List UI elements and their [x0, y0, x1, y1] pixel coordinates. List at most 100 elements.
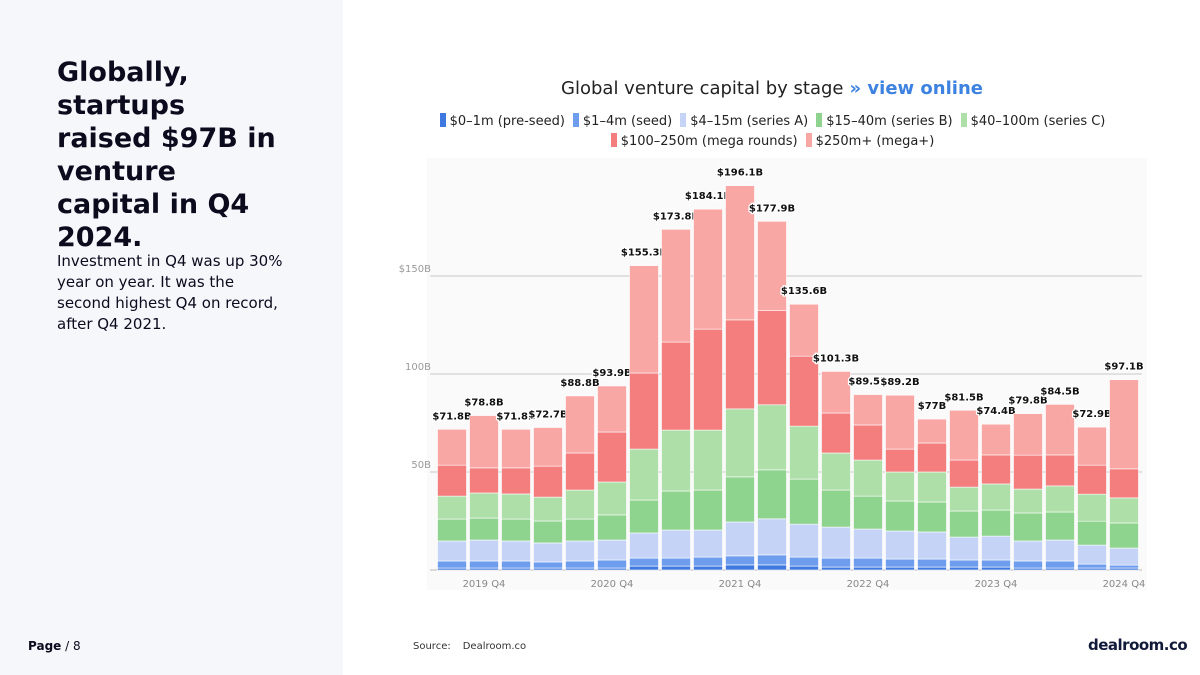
bar-segment	[1077, 426, 1107, 466]
bar-segment	[1013, 454, 1043, 490]
total-label: $72.9B	[1072, 409, 1111, 420]
legend-label: $15–40m (series B)	[826, 114, 953, 129]
bar-segment	[533, 561, 563, 569]
total-label: $71.8B	[432, 411, 471, 422]
legend-label: $4–15m (series A)	[690, 114, 809, 129]
bar-segment	[469, 492, 499, 519]
total-label: $184.1B	[685, 191, 731, 202]
bar-segment	[821, 557, 851, 568]
bar-segment	[1045, 539, 1075, 562]
legend-item: $4–15m (series A)	[680, 112, 808, 132]
total-label: $101.3B	[813, 353, 859, 364]
side-panel	[0, 0, 343, 675]
total-label: $155.3B	[621, 248, 667, 259]
bar-segment	[629, 557, 659, 567]
bar-segment	[533, 520, 563, 544]
legend-swatch	[439, 113, 446, 127]
bar-segment	[853, 528, 883, 559]
total-label: $77B	[918, 401, 947, 412]
total-label: $89.5B	[848, 377, 887, 388]
bar-segment	[917, 442, 947, 473]
bar-segment	[1077, 493, 1107, 522]
bar-segment	[949, 486, 979, 512]
bar-segment	[533, 427, 563, 467]
bar-segment	[757, 469, 787, 520]
bar-segment	[757, 404, 787, 471]
bar-segment	[789, 523, 819, 558]
bar-segment	[1109, 547, 1139, 566]
y-tick-label: $150B	[399, 264, 431, 275]
bar-segment	[597, 514, 627, 541]
bar-segment	[661, 490, 691, 531]
bar-segment	[725, 319, 755, 410]
bar-segment	[821, 489, 851, 528]
bar-segment	[1045, 511, 1075, 541]
x-tick-label: 2019 Q4	[463, 579, 506, 590]
bar-segment	[501, 518, 531, 542]
bar-segment	[949, 566, 979, 571]
bar-segment	[1045, 404, 1075, 456]
bar-segment	[629, 565, 659, 571]
bar-segment	[597, 481, 627, 516]
bar-segment	[629, 532, 659, 559]
bar-segment	[1013, 488, 1043, 514]
bar-segment	[565, 518, 595, 542]
view-online-link[interactable]: » view online	[849, 78, 983, 99]
bar-segment	[565, 489, 595, 520]
bar-segment	[981, 559, 1011, 568]
bar-segment	[661, 341, 691, 431]
bar-segment	[853, 424, 883, 461]
bar-segment	[853, 495, 883, 530]
bar-segment	[501, 560, 531, 569]
bar-segment	[469, 467, 499, 494]
bar-segment	[437, 428, 467, 466]
bar-segment	[437, 464, 467, 497]
bar-segment	[565, 452, 595, 491]
bar-segment	[661, 557, 691, 567]
bar-segment	[693, 208, 723, 330]
bar-segment	[789, 478, 819, 525]
bar-segment	[917, 501, 947, 533]
bar-segment	[949, 559, 979, 568]
bar-segment	[981, 566, 1011, 571]
bar-segment	[597, 559, 627, 569]
bar-segment	[629, 265, 659, 374]
total-label: $71.8B	[496, 411, 535, 422]
bar-segment	[1109, 468, 1139, 499]
bar-segment	[789, 355, 819, 427]
bar-segment	[501, 493, 531, 520]
bar-segment	[725, 185, 755, 321]
bar-segment	[1077, 563, 1107, 569]
bar-segment	[1045, 454, 1075, 487]
total-label: $177.9B	[749, 203, 795, 214]
bar-segment	[981, 454, 1011, 485]
bar-segment	[1013, 540, 1043, 562]
bar-segment	[949, 510, 979, 538]
bar-segment	[661, 429, 691, 492]
x-tick-label: 2021 Q4	[719, 579, 762, 590]
source-name: Dealroom.co	[462, 641, 527, 652]
bar-segment	[981, 483, 1011, 511]
bar-segment	[437, 560, 467, 569]
page-number: / 8	[65, 639, 81, 653]
total-label: $173.8B	[653, 211, 699, 222]
legend-item: $1–4m (seed)	[572, 112, 672, 132]
bar-segment	[917, 531, 947, 560]
bar-segment	[725, 408, 755, 478]
bar-segment	[821, 412, 851, 454]
bar-segment	[629, 372, 659, 450]
source: Source: Dealroom.co	[413, 641, 526, 652]
bar-segment	[981, 423, 1011, 456]
bar-segment	[821, 566, 851, 571]
bar-segment	[693, 328, 723, 431]
bar-segment	[597, 385, 627, 433]
bar-segment	[725, 555, 755, 566]
bar-segment	[853, 394, 883, 426]
page-label: Page	[28, 639, 62, 653]
bar-segment	[501, 540, 531, 562]
legend-label: $100–250m (mega rounds)	[620, 134, 798, 149]
bar-segment	[949, 409, 979, 461]
bar-segment	[661, 529, 691, 559]
legend-swatch	[610, 133, 617, 147]
bar-segment	[885, 471, 915, 502]
